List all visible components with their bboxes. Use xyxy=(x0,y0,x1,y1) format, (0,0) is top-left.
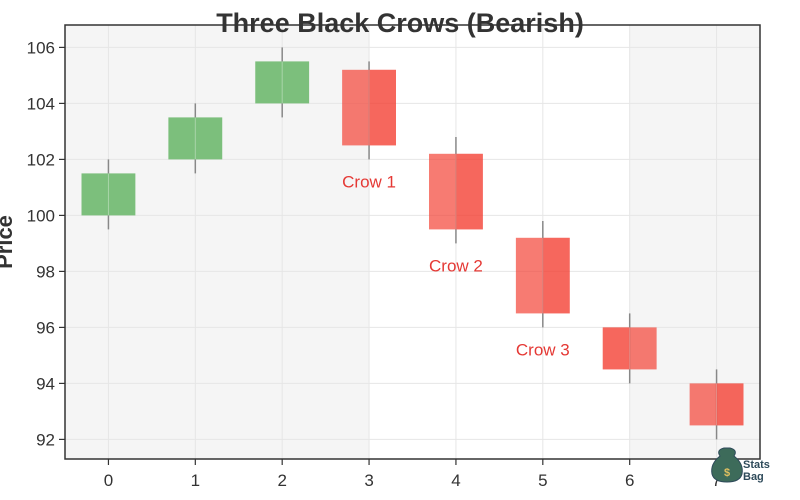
candle-7 xyxy=(689,369,744,440)
y-tick-label-94: 94 xyxy=(36,374,55,393)
candle-body-6 xyxy=(602,327,657,370)
x-tick-label-1: 1 xyxy=(191,471,200,490)
y-tick-label-92: 92 xyxy=(36,430,55,449)
x-tick-label-4: 4 xyxy=(451,471,460,490)
candle-body-1 xyxy=(168,117,223,160)
candle-body-0 xyxy=(81,173,136,216)
candle-6 xyxy=(602,313,657,384)
candle-body-shade-4 xyxy=(455,153,483,230)
y-tick-label-98: 98 xyxy=(36,262,55,281)
candle-body-7 xyxy=(689,383,744,426)
x-tick-label-7: 7 xyxy=(712,471,721,490)
candle-body-4 xyxy=(429,153,483,230)
money-bag-icon: $ xyxy=(711,447,743,483)
plot-frame xyxy=(64,24,761,460)
candle-1 xyxy=(168,103,223,174)
candle-body-shade-7 xyxy=(716,383,744,426)
tick-marks: 0 1 2 3 4 5 6 7 92 94 96 98 100 102 104 106 xyxy=(27,38,722,490)
candle-0 xyxy=(81,159,136,230)
annotation-crow-1: Crow 1 xyxy=(342,172,396,191)
candle-body-shade-6 xyxy=(602,327,630,370)
y-tick-label-106: 106 xyxy=(27,38,55,57)
chart-title: Three Black Crows (Bearish) xyxy=(216,8,584,38)
candle-body-shade-5 xyxy=(542,237,570,314)
candles xyxy=(81,47,744,440)
candle-body-5 xyxy=(515,237,570,314)
candle-body-3 xyxy=(342,69,396,146)
candle-4 xyxy=(429,137,483,244)
annotations: Crow 1 Crow 2 Crow 3 xyxy=(342,172,570,359)
y-tick-label-96: 96 xyxy=(36,318,55,337)
candle-3 xyxy=(342,61,396,160)
x-tick-label-0: 0 xyxy=(104,471,113,490)
candle-5 xyxy=(515,221,570,328)
candle-2 xyxy=(255,47,310,118)
y-tick-label-102: 102 xyxy=(27,150,55,169)
logo-text-bag: Bag xyxy=(743,471,764,483)
x-tick-label-6: 6 xyxy=(625,471,634,490)
x-tick-label-2: 2 xyxy=(277,471,286,490)
candle-body-shade-3 xyxy=(369,69,396,146)
candle-body-2 xyxy=(255,61,310,104)
y-tick-label-104: 104 xyxy=(27,94,55,113)
x-tick-label-3: 3 xyxy=(364,471,373,490)
svg-text:$: $ xyxy=(724,467,730,479)
y-tick-label-100: 100 xyxy=(27,206,55,225)
annotation-crow-2: Crow 2 xyxy=(429,256,483,275)
stats-bag-logo: $ Stats Bag xyxy=(711,447,770,483)
logo-text-stats: Stats xyxy=(743,459,770,471)
y-axis-label: Price xyxy=(0,215,17,269)
x-tick-label-5: 5 xyxy=(538,471,547,490)
highlight-region-0 xyxy=(65,25,370,459)
annotation-crow-3: Crow 3 xyxy=(516,340,570,359)
